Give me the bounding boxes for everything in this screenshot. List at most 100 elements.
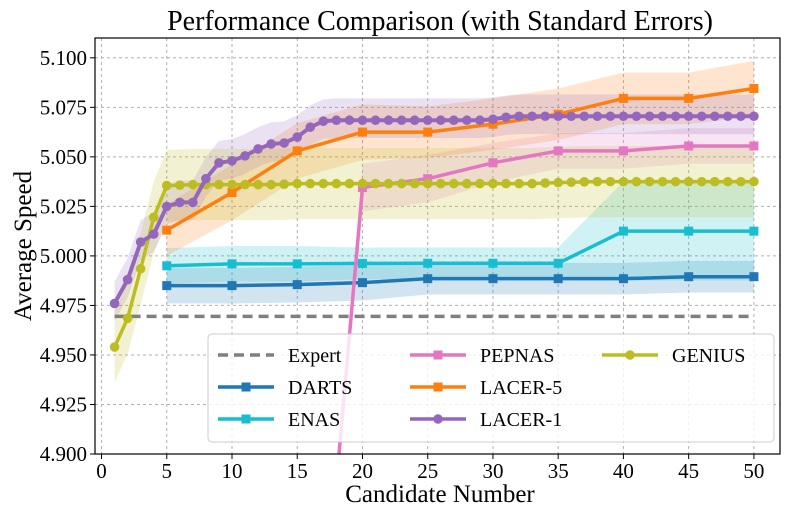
genius-point (409, 178, 420, 189)
genius-point (175, 180, 185, 190)
pepnas-error-band (338, 128, 754, 454)
genius-point (357, 178, 368, 189)
pepnas-point (553, 146, 563, 156)
lacer-1-point (579, 111, 590, 122)
genius-point (370, 178, 381, 189)
lacer-1-point (422, 115, 433, 126)
lacer-1-point (462, 115, 472, 126)
lacer-5-point (423, 127, 433, 137)
y-axis-label: Average Speed (10, 170, 37, 321)
y-tick-label: 5.025 (40, 194, 87, 218)
genius-point (383, 178, 394, 189)
x-tick-label: 50 (743, 459, 764, 483)
y-tick-label: 4.900 (40, 442, 87, 466)
lacer-1-point (592, 111, 603, 122)
genius-point (214, 179, 224, 190)
enas-point (227, 259, 237, 269)
enas-point (684, 226, 694, 236)
darts-point (684, 272, 694, 282)
genius-legend-marker (625, 350, 635, 360)
lacer-1-point (709, 111, 720, 122)
x-tick-label: 25 (417, 459, 438, 483)
lacer-1-point (279, 138, 289, 148)
darts-point (162, 281, 172, 291)
enas-point (162, 261, 172, 271)
lacer-1-point (161, 201, 172, 212)
y-tick-label: 4.950 (40, 343, 87, 367)
lacer-1-point (657, 111, 668, 122)
pepnas-legend-label: PEPNAS (480, 345, 554, 367)
genius-point (135, 263, 146, 274)
lacer-1-point (331, 115, 342, 126)
lacer-5-legend-label: LACER-5 (480, 377, 562, 399)
pepnas-point (684, 141, 694, 151)
genius-point (631, 176, 642, 187)
genius-point (148, 212, 159, 223)
x-tick-label: 0 (96, 459, 107, 483)
lacer-1-point (475, 115, 485, 126)
pepnas-point (423, 174, 433, 184)
genius-point (109, 342, 120, 352)
lacer-1-point (670, 111, 681, 122)
lacer-5-point (488, 119, 498, 129)
genius-point (161, 180, 172, 191)
lacer-1-point (605, 111, 616, 122)
legend: Expert DARTS ENAS PEPNAS LACER-5 LACER-1 GENIU… (207, 333, 775, 443)
genius-point (723, 176, 733, 187)
lacer-1-point (540, 111, 550, 122)
genius-point (527, 178, 537, 189)
genius-point (644, 176, 655, 187)
x-tick-label: 10 (222, 459, 243, 483)
lacer-1-legend-label: LACER-1 (480, 409, 562, 431)
genius-legend-label: GENIUS (672, 345, 745, 367)
genius-point (540, 178, 550, 188)
genius-point (253, 179, 263, 190)
enas-point (749, 226, 759, 236)
pepnas-point (488, 158, 498, 168)
chart-title: Performance Comparison (with Standard Er… (167, 6, 713, 37)
darts-point (357, 278, 367, 288)
genius-point (683, 176, 694, 187)
genius-point (305, 178, 316, 189)
genius-point (579, 177, 590, 187)
lacer-1-point (214, 158, 224, 168)
darts-legend-label: DARTS (288, 377, 352, 399)
darts-point (292, 280, 302, 290)
x-tick-label: 45 (678, 459, 699, 483)
darts-point (488, 274, 498, 284)
lacer-1-point (188, 197, 198, 208)
x-tick-label: 40 (613, 459, 634, 483)
lacer-1-point (566, 111, 577, 122)
x-tick-label: 30 (482, 459, 503, 483)
genius-point (749, 176, 759, 187)
genius-point (449, 178, 459, 189)
pepnas-point (749, 141, 759, 151)
genius-point (488, 178, 498, 189)
lacer-1-point (501, 112, 511, 123)
enas-point (488, 258, 498, 268)
lacer-1-point (449, 115, 459, 126)
y-tick-label: 4.925 (40, 392, 87, 416)
lacer-1-point (644, 111, 655, 122)
darts-point (749, 272, 759, 282)
lacer-1-point (357, 115, 368, 126)
genius-error-band (114, 145, 754, 383)
lacer-5-point (749, 84, 759, 94)
lacer-5-error-band (166, 60, 754, 256)
genius-point (122, 313, 133, 324)
lacer-5-line (165, 86, 755, 232)
series-lines (109, 84, 759, 454)
genius-point (514, 178, 524, 189)
genius-point (279, 179, 289, 189)
lacer-1-point (396, 115, 407, 126)
lacer-5-point (618, 93, 628, 103)
genius-point (618, 176, 629, 187)
lacer-5-point (162, 225, 172, 235)
lacer-1-point (488, 114, 498, 125)
genius-point (670, 176, 681, 187)
enas-line (166, 229, 754, 268)
lacer-1-point (723, 111, 733, 122)
enas-error-band (166, 181, 754, 284)
genius-point (331, 178, 342, 189)
x-tick-label: 35 (548, 459, 569, 483)
